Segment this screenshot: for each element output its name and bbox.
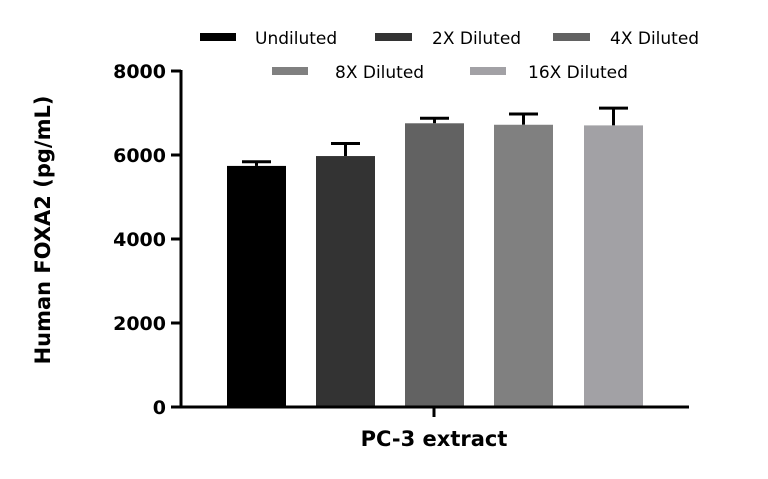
bar-rect: [494, 124, 553, 407]
bar-16x-diluted: [584, 106, 643, 407]
chart-legend: Undiluted 2X Diluted 4X Diluted 8X Dilut…: [200, 29, 699, 83]
legend-item-2x-diluted: 2X Diluted: [375, 29, 521, 49]
bar-rect: [316, 156, 375, 407]
legend-swatch-2x-diluted: [375, 33, 412, 41]
legend-label-8x-diluted: 8X Diluted: [335, 63, 424, 83]
y-axis-ticks: 0 2000 4000 6000 8000: [113, 61, 181, 419]
legend-label-16x-diluted: 16X Diluted: [528, 63, 628, 83]
legend-swatch-8x-diluted: [272, 67, 308, 75]
legend-swatch-4x-diluted: [553, 33, 590, 41]
legend-swatch-undiluted: [200, 33, 236, 41]
x-axis-title: PC-3 extract: [361, 427, 508, 451]
y-tick-label: 6000: [113, 145, 166, 167]
y-tick-label: 8000: [113, 61, 166, 83]
bar-rect: [405, 123, 464, 407]
bar-2x-diluted: [316, 141, 375, 407]
y-tick-label: 0: [153, 397, 166, 419]
bar-group-pc3-extract: [227, 106, 643, 407]
bar-8x-diluted: [494, 112, 553, 407]
legend-item-4x-diluted: 4X Diluted: [553, 29, 699, 49]
legend-label-2x-diluted: 2X Diluted: [432, 29, 521, 49]
legend-item-undiluted: Undiluted: [200, 29, 337, 49]
bar-rect: [584, 125, 643, 407]
y-tick-label: 2000: [113, 313, 166, 335]
x-axis: [179, 405, 689, 417]
bar-rect: [227, 165, 286, 407]
legend-swatch-16x-diluted: [470, 67, 506, 75]
legend-item-16x-diluted: 16X Diluted: [470, 63, 628, 83]
bar-4x-diluted: [405, 116, 464, 407]
y-axis: 0 2000 4000 6000 8000: [113, 61, 183, 419]
legend-label-undiluted: Undiluted: [255, 29, 337, 49]
bar-undiluted: [227, 160, 286, 407]
y-axis-title: Human FOXA2 (pg/mL): [31, 96, 55, 365]
y-tick-label: 4000: [113, 229, 166, 251]
legend-label-4x-diluted: 4X Diluted: [610, 29, 699, 49]
legend-item-8x-diluted: 8X Diluted: [272, 63, 424, 83]
